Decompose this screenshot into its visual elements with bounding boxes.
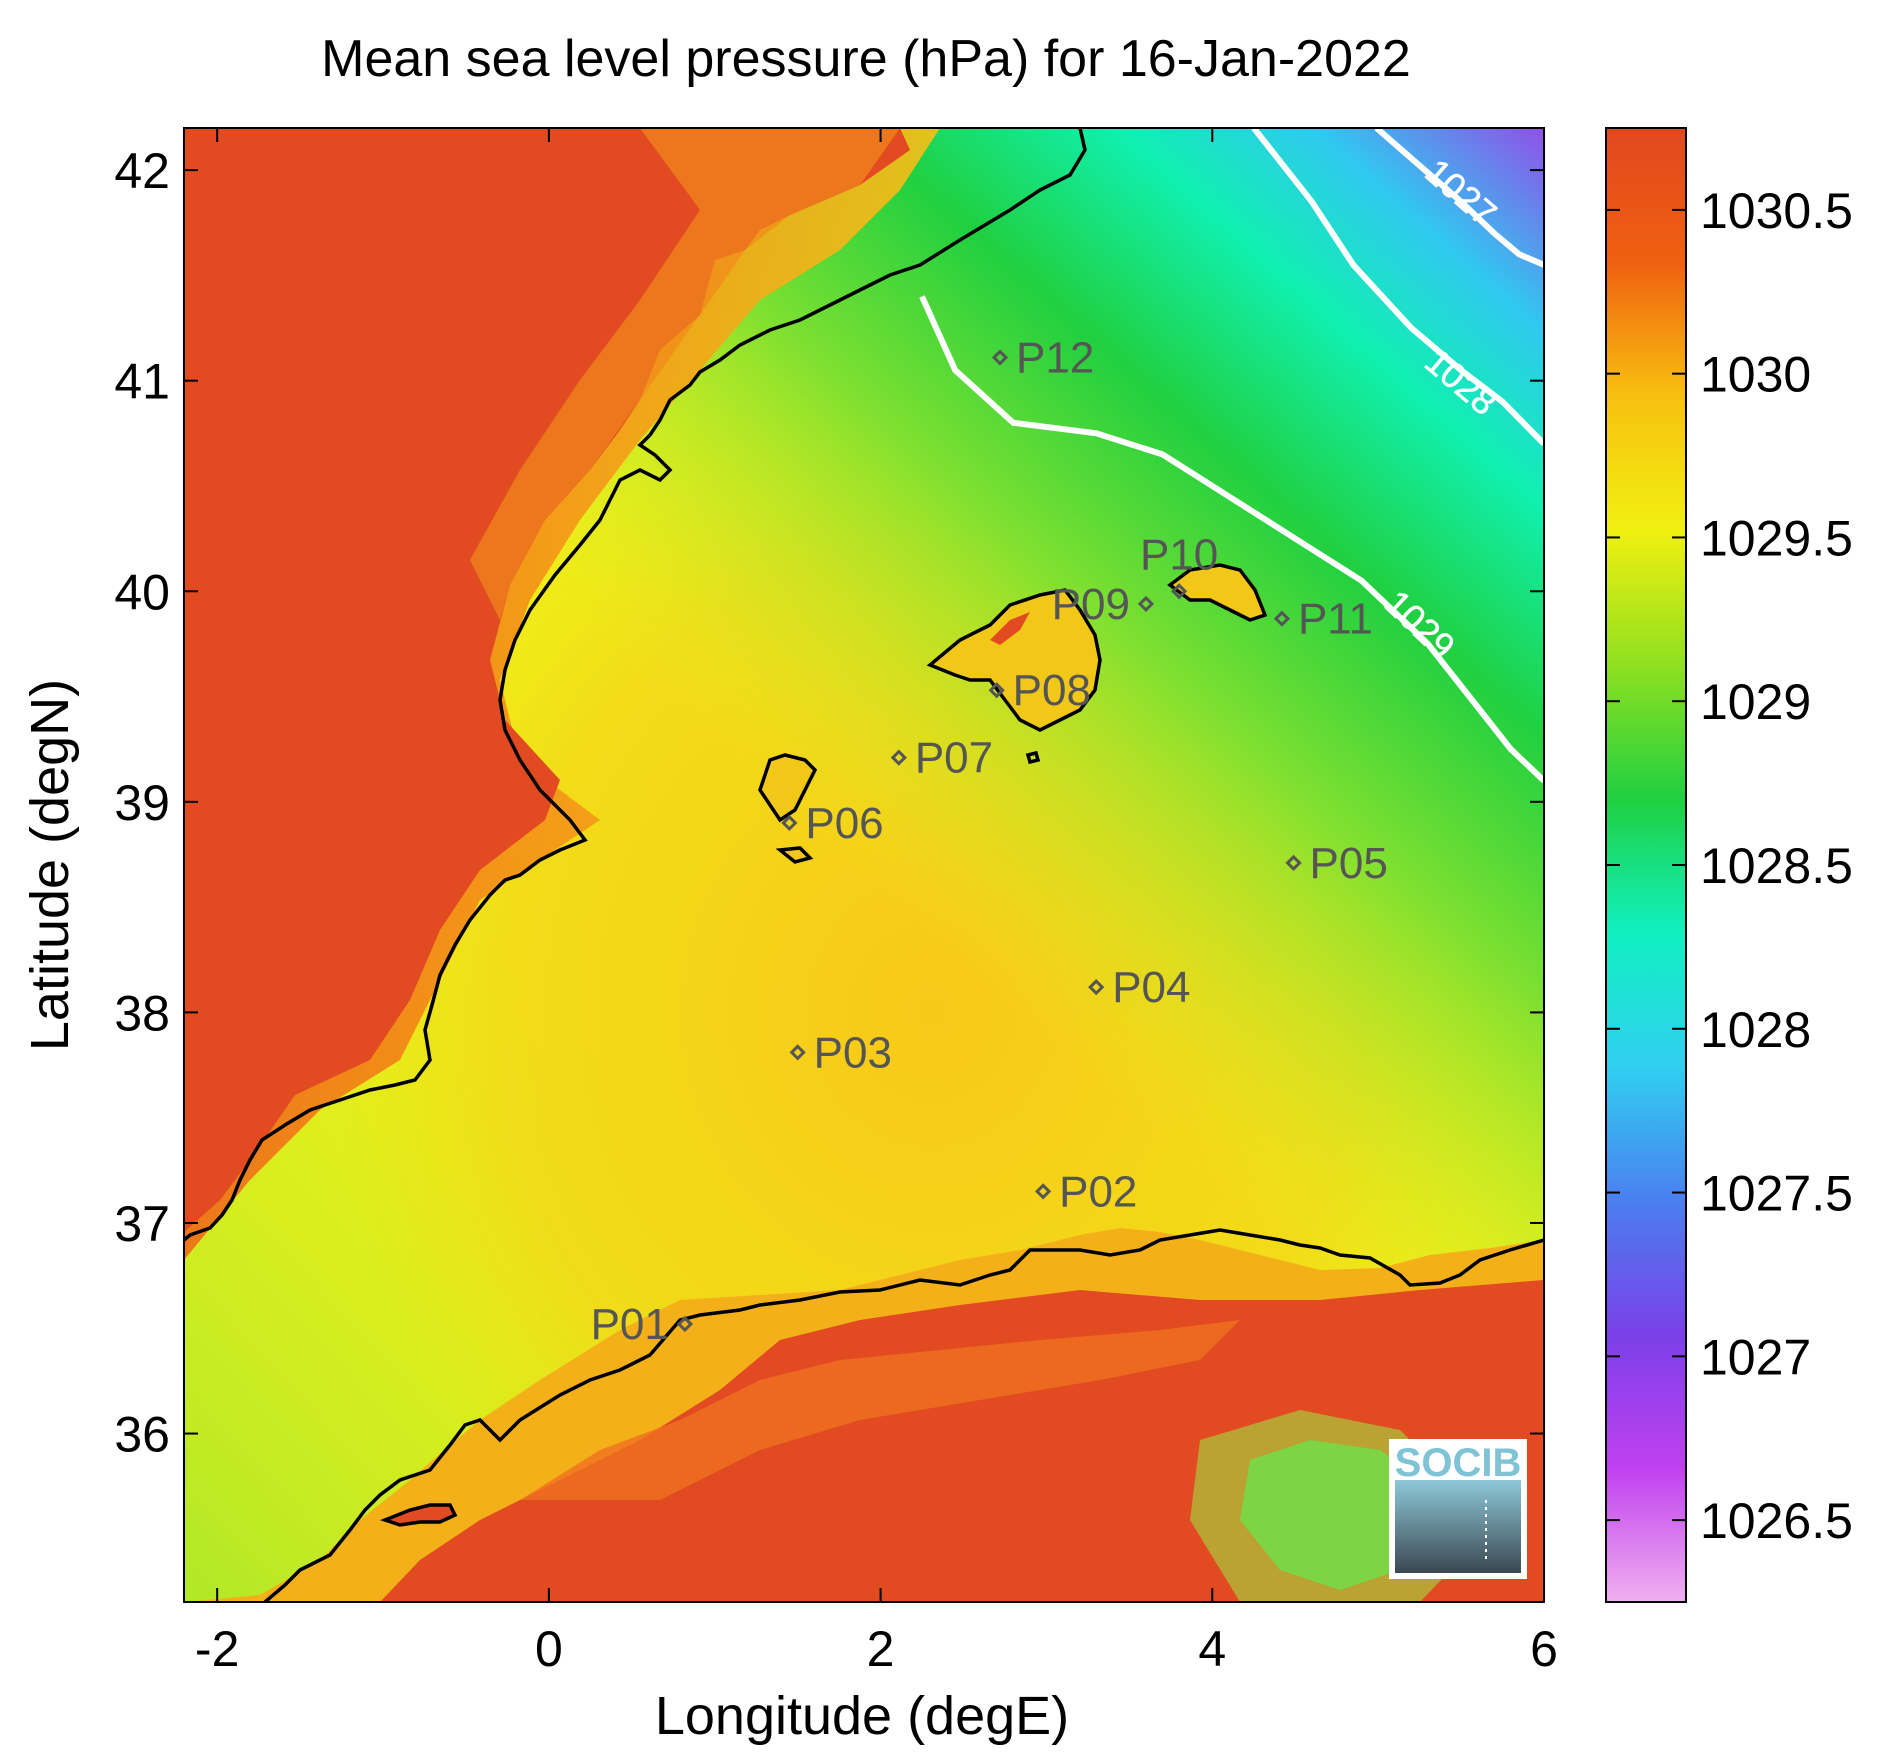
mallorca	[926, 588, 1102, 732]
station-marker-p07	[890, 749, 907, 766]
station-marker-p10	[1170, 583, 1188, 600]
logo-text: SOCIB	[1395, 1441, 1522, 1485]
colorbar-tick-label: 1028	[1700, 1002, 1811, 1058]
station-marker-p02	[1034, 1183, 1052, 1200]
y-tick-label: 36	[114, 1407, 170, 1463]
y-tick-label: 38	[114, 985, 170, 1041]
socib-logo: SOCIB	[1389, 1439, 1527, 1579]
y-tick-label: 41	[114, 354, 170, 410]
colorbar-tick-label: 1030.5	[1700, 183, 1853, 239]
ibiza	[758, 753, 818, 823]
station-marker-p01	[676, 1315, 693, 1333]
station-marker-p08	[988, 682, 1005, 699]
station-label-p06: P06	[805, 799, 883, 848]
station-label-p03: P03	[814, 1028, 892, 1077]
x-tick-label: -2	[195, 1621, 239, 1677]
station-label-p02: P02	[1059, 1167, 1137, 1216]
x-tick-label: 4	[1198, 1621, 1226, 1677]
isobar-line	[1374, 128, 1544, 268]
station-label-p01: P01	[591, 1300, 669, 1349]
x-axis-label: Longitude (degE)	[655, 1686, 1069, 1746]
iberia-inner-fringe	[470, 128, 900, 620]
colorbar-tick-label: 1029	[1700, 674, 1811, 730]
y-tick-label: 40	[114, 564, 170, 620]
x-tick-label: 6	[1530, 1621, 1558, 1677]
formentera	[775, 846, 814, 864]
station-marker-p06	[781, 814, 798, 832]
y-axis: 36 37 38 39 40 41 42	[114, 143, 1544, 1463]
cabrera	[1025, 750, 1041, 765]
y-axis-label: Latitude (degN)	[20, 679, 80, 1051]
alboran-island	[379, 1503, 458, 1527]
colorbar-tick-label: 1028.5	[1700, 838, 1853, 894]
x-tick-label: 2	[867, 1621, 895, 1677]
station-label-p04: P04	[1112, 963, 1190, 1012]
x-axis: -2 0 2 4 6	[195, 128, 1558, 1677]
africa-coastline	[263, 1228, 1544, 1602]
isobar-line	[919, 295, 1544, 783]
station-marker-p03	[789, 1044, 806, 1061]
logo-water	[1395, 1480, 1521, 1573]
y-tick-label: 39	[114, 775, 170, 831]
iberia-land	[184, 128, 910, 1232]
colorbar-ticks: 1026.5 1027 1027.5 1028 1028.5 1029 1029.5 1030…	[1606, 183, 1853, 1549]
station-marker-p04	[1088, 979, 1105, 996]
colorbar-tick-label: 1027.5	[1700, 1166, 1853, 1222]
station-marker-p09	[1137, 595, 1155, 613]
station-marker-p11	[1273, 610, 1291, 627]
station-label-p10: P10	[1140, 530, 1218, 579]
colorbar-tick-label: 1030	[1700, 347, 1811, 403]
station-label-p07: P07	[915, 734, 993, 783]
x-tick-label: 0	[535, 1621, 563, 1677]
station-label-p09: P09	[1052, 580, 1130, 629]
station-marker-p05	[1285, 854, 1302, 872]
colorbar-tick-label: 1029.5	[1700, 510, 1853, 566]
station-label-p11: P11	[1298, 595, 1373, 644]
map-frame	[183, 127, 1545, 1603]
station-label-p12: P12	[1016, 334, 1094, 383]
menorca	[1167, 563, 1268, 622]
map-title: Mean sea level pressure (hPa) for 16-Jan…	[321, 30, 1411, 88]
station-label-p08: P08	[1013, 666, 1091, 715]
y-tick-label: 42	[114, 143, 170, 199]
colorbar-tick-label: 1026.5	[1700, 1493, 1853, 1549]
iberia-coastline	[184, 128, 1087, 1242]
station-label-p05: P05	[1310, 839, 1388, 888]
station-marker-p12	[991, 349, 1009, 366]
mallorca-high-patch	[990, 612, 1030, 645]
isobar-line	[1251, 128, 1544, 447]
colorbar-tick-label: 1027	[1700, 1329, 1811, 1385]
africa-inner-fringe	[520, 1320, 1240, 1500]
y-tick-label: 37	[114, 1196, 170, 1252]
